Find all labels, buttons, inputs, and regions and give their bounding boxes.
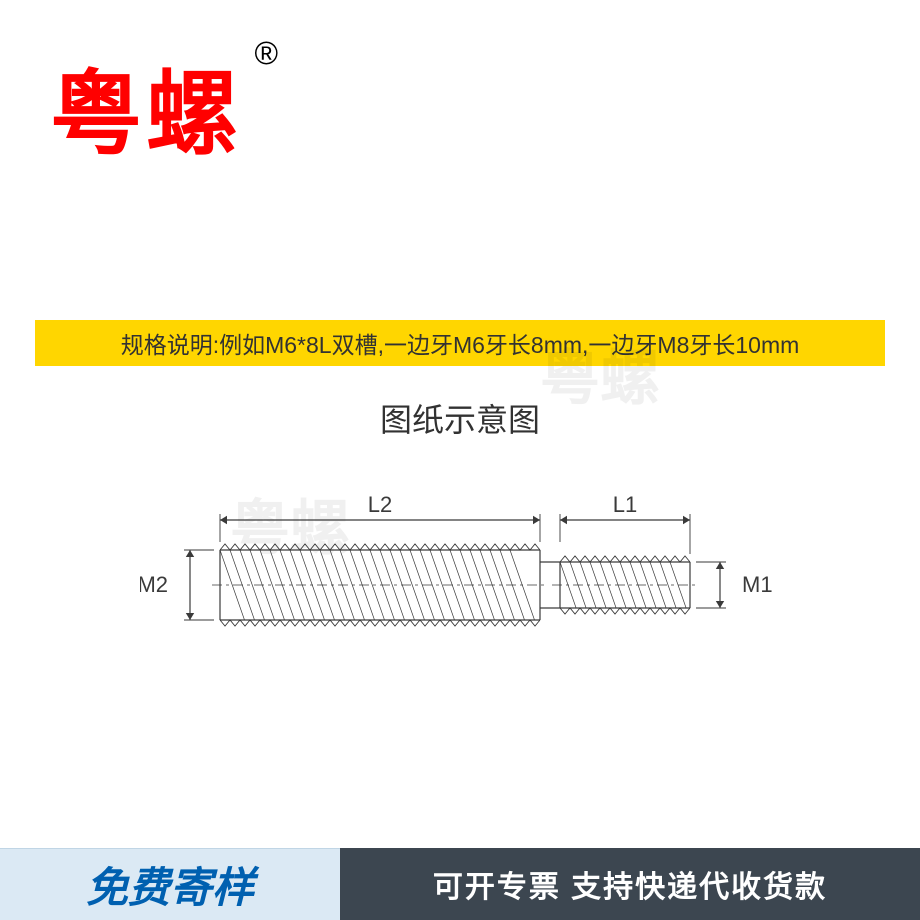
- svg-text:L1: L1: [613, 492, 637, 517]
- screw-diagram: L2 L1 M2 M1: [140, 480, 780, 710]
- spec-text: 规格说明:例如M6*8L双槽,一边牙M6牙长8mm,一边牙M8牙长10mm: [121, 326, 800, 360]
- footer-services: 可开专票 支持快递代收货款: [340, 848, 920, 920]
- registered-icon: ®: [254, 35, 278, 71]
- svg-text:L2: L2: [368, 492, 392, 517]
- footer-free-sample: 免费寄样: [0, 848, 340, 920]
- svg-text:M1: M1: [742, 572, 773, 597]
- footer: 免费寄样 可开专票 支持快递代收货款: [0, 848, 920, 920]
- diagram-title: 图纸示意图: [0, 395, 920, 441]
- spec-banner: 规格说明:例如M6*8L双槽,一边牙M6牙长8mm,一边牙M8牙长10mm: [35, 320, 885, 366]
- svg-text:M2: M2: [140, 572, 168, 597]
- brand-logo: 粤螺 ®: [50, 40, 270, 173]
- brand-name: 粤螺: [50, 40, 242, 173]
